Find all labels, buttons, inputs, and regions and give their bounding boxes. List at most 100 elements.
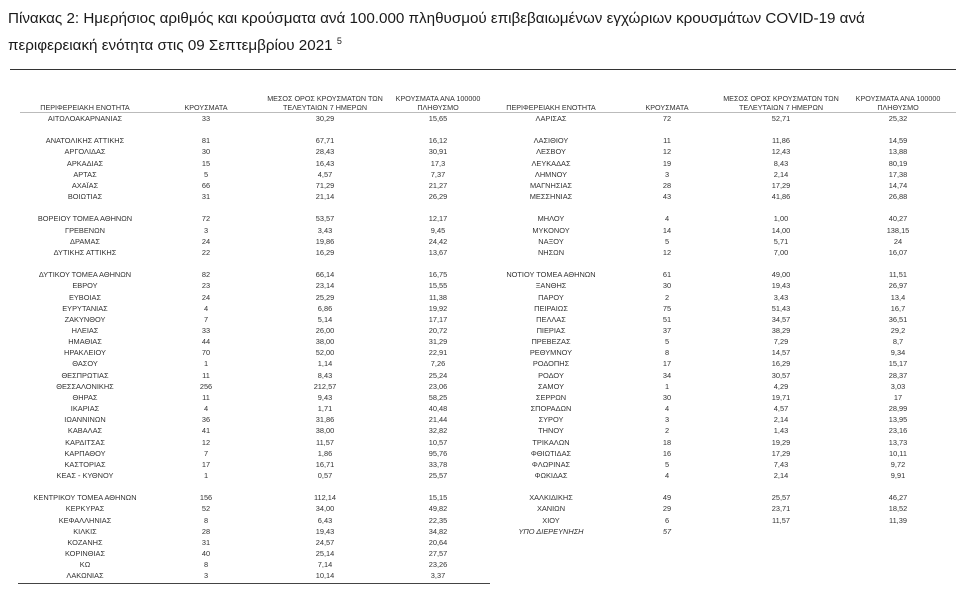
- cell-cases: 44: [201, 337, 211, 347]
- cell-cases: 6: [664, 515, 670, 525]
- cell-cases: 51: [662, 314, 672, 324]
- page-title: Πίνακας 2: Ημερήσιος αριθμός και κρούσμα…: [8, 7, 958, 57]
- table-row: ΚΑΒΑΛΑΣ 41 38,00 32,82: [20, 425, 490, 436]
- cell-cases-per-100k: 138,15: [886, 225, 910, 235]
- cell-cases: 34: [662, 370, 672, 380]
- cell-cases: 5: [664, 337, 670, 347]
- table-row: ΤΗΝΟΥ 2 1,43 23,16: [490, 425, 956, 436]
- cell-region-name: ΠΑΡΟΥ: [538, 292, 564, 302]
- table-row: ΜΥΚΟΝΟΥ 14 14,00 138,15: [490, 225, 956, 236]
- table-row: ΘΑΣΟΥ 1 1,14 7,26: [20, 358, 490, 369]
- table-row: ΚΑΡΔΙΤΣΑΣ 12 11,57 10,57: [20, 437, 490, 448]
- table-row: ΠΡΕΒΕΖΑΣ 5 7,29 8,7: [490, 336, 956, 347]
- cell-seven-day-average: 66,14: [315, 270, 335, 280]
- cell-region-name: ΚΟΡΙΝΘΙΑΣ: [64, 549, 106, 559]
- cell-cases-per-100k: 36,51: [888, 314, 908, 324]
- cell-cases: 31: [201, 192, 211, 202]
- table-row: ΑΡΚΑΔΙΑΣ 15 16,43 17,3: [20, 158, 490, 169]
- cell-cases-per-100k: 31,29: [428, 337, 448, 347]
- cell-cases: 3: [664, 169, 670, 179]
- cell-cases: 156: [199, 493, 213, 503]
- cell-region-name: ΠΕΛΛΑΣ: [536, 314, 566, 324]
- cell-region-name: ΛΑΡΙΣΑΣ: [535, 114, 567, 123]
- cell-cases-per-100k: 16,07: [888, 247, 908, 257]
- cell-region-name: ΚΕΦΑΛΛΗΝΙΑΣ: [58, 515, 112, 525]
- table-row: ΛΗΜΝΟΥ 3 2,14 17,38: [490, 169, 956, 180]
- column-header-region-name: ΠΕΡΙΦΕΡΕΙΑΚΗ ΕΝΟΤΗΤΑ: [40, 103, 130, 112]
- cell-region-name: ΚΕΑΣ - ΚΥΘΝΟΥ: [56, 471, 114, 480]
- cell-cases-per-100k: 23,16: [888, 426, 908, 436]
- cell-region-name: ΑΧΑΪΑΣ: [71, 180, 99, 190]
- cell-seven-day-average: 41,86: [771, 192, 791, 202]
- cell-seven-day-average: 0,57: [317, 471, 333, 480]
- cell-cases-per-100k: 40,27: [888, 214, 908, 224]
- cell-seven-day-average: 1,86: [317, 448, 333, 458]
- cell-cases-per-100k: 80,19: [888, 158, 908, 168]
- table-row: ΣΕΡΡΩΝ 30 19,71 17: [490, 392, 956, 403]
- table-row: ΛΑΡΙΣΑΣ 72 52,71 25,32: [490, 113, 956, 124]
- cell-cases: 33: [201, 114, 211, 123]
- cell-region-name: ΔΡΑΜΑΣ: [70, 236, 100, 246]
- cell-cases-per-100k: 26,97: [888, 281, 908, 291]
- table-row: ΜΑΓΝΗΣΙΑΣ 28 17,29 14,74: [490, 180, 956, 191]
- cell-cases-per-100k: 16,7: [890, 303, 906, 313]
- table-row: ΗΜΑΘΙΑΣ 44 38,00 31,29: [20, 336, 490, 347]
- cell-region-name: ΠΕΙΡΑΙΩΣ: [534, 303, 568, 313]
- table-row: ΚΕΑΣ - ΚΥΘΝΟΥ 1 0,57 25,57: [20, 470, 490, 481]
- cell-region-name: ΝΟΤΙΟΥ ΤΟΜΕΑ ΑΘΗΝΩΝ: [506, 270, 596, 280]
- cell-region-name: ΣΥΡΟΥ: [538, 415, 564, 425]
- spacer-row: [20, 258, 490, 269]
- table-row: ΔΥΤΙΚΟΥ ΤΟΜΕΑ ΑΘΗΝΩΝ 82 66,14 16,75: [20, 269, 490, 280]
- cell-region-name: ΣΕΡΡΩΝ: [535, 392, 567, 402]
- cell-seven-day-average: 16,43: [315, 158, 335, 168]
- table-row: ΠΑΡΟΥ 2 3,43 13,4: [490, 292, 956, 303]
- cell-seven-day-average: 28,43: [315, 147, 335, 157]
- cell-cases-per-100k: 20,64: [428, 537, 448, 547]
- cell-cases-per-100k: 22,91: [428, 348, 448, 358]
- cell-cases: 1: [203, 471, 209, 480]
- cell-cases: 14: [662, 225, 672, 235]
- table-row: ΦΛΩΡΙΝΑΣ 5 7,43 9,72: [490, 459, 956, 470]
- cell-seven-day-average: 25,29: [315, 292, 335, 302]
- table-row: ΚΕΝΤΡΙΚΟΥ ΤΟΜΕΑ ΑΘΗΝΩΝ 156 112,14 15,15: [20, 492, 490, 503]
- table-row: ΚΙΛΚΙΣ 28 19,43 34,82: [20, 526, 490, 537]
- cell-region-name: ΛΑΚΩΝΙΑΣ: [66, 571, 104, 581]
- cell-region-name: ΚΑΡΠΑΘΟΥ: [64, 448, 106, 458]
- table-row: ΗΛΕΙΑΣ 33 26,00 20,72: [20, 325, 490, 336]
- cell-cases-per-100k: 22,35: [428, 515, 448, 525]
- cell-seven-day-average: 52,00: [315, 348, 335, 358]
- cell-cases: 52: [201, 504, 211, 514]
- cell-seven-day-average: 30,29: [315, 114, 335, 123]
- cell-cases-per-100k: 95,76: [428, 448, 448, 458]
- table-row: ΤΡΙΚΑΛΩΝ 18 19,29 13,73: [490, 437, 956, 448]
- cell-cases-per-100k: 28,37: [888, 370, 908, 380]
- title-divider: [10, 69, 956, 70]
- cell-seven-day-average: 67,71: [315, 136, 335, 146]
- cell-region-name: ΑΝΑΤΟΛΙΚΗΣ ΑΤΤΙΚΗΣ: [45, 136, 125, 146]
- cell-cases-per-100k: 49,82: [428, 504, 448, 514]
- cell-cases: 12: [201, 437, 211, 447]
- cell-cases: 40: [201, 549, 211, 559]
- cell-cases: 28: [662, 180, 672, 190]
- column-header-region-name: ΠΕΡΙΦΕΡΕΙΑΚΗ ΕΝΟΤΗΤΑ: [506, 103, 596, 112]
- cell-seven-day-average: 11,57: [772, 515, 790, 525]
- cell-seven-day-average: 31,86: [315, 415, 335, 425]
- cell-cases-per-100k: 16,75: [428, 270, 448, 280]
- table-row: ΚΩ 8 7,14 23,26: [20, 559, 490, 570]
- cell-cases-per-100k: 15,17: [888, 359, 908, 369]
- cell-seven-day-average: 53,57: [315, 214, 335, 224]
- cell-cases: 17: [662, 359, 672, 369]
- cell-seven-day-average: 25,57: [771, 493, 791, 503]
- cell-cases: 17: [201, 459, 211, 469]
- cell-seven-day-average: 11,57: [316, 437, 334, 447]
- cell-seven-day-average: 24,57: [315, 537, 335, 547]
- cell-cases-per-100k: 32,82: [428, 426, 448, 436]
- cell-seven-day-average: 2,14: [773, 471, 789, 480]
- table-row: ΛΑΣΙΘΙΟΥ 11 11,86 14,59: [490, 135, 956, 146]
- cell-seven-day-average: 112,14: [313, 493, 337, 503]
- spacer-row: [490, 258, 956, 269]
- cell-seven-day-average: 38,00: [315, 337, 335, 347]
- cell-cases-per-100k: 24,42: [428, 236, 448, 246]
- cell-region-name: ΦΩΚΙΔΑΣ: [534, 471, 568, 480]
- table-row: ΒΟΙΩΤΙΑΣ 31 21,14 26,29: [20, 191, 490, 202]
